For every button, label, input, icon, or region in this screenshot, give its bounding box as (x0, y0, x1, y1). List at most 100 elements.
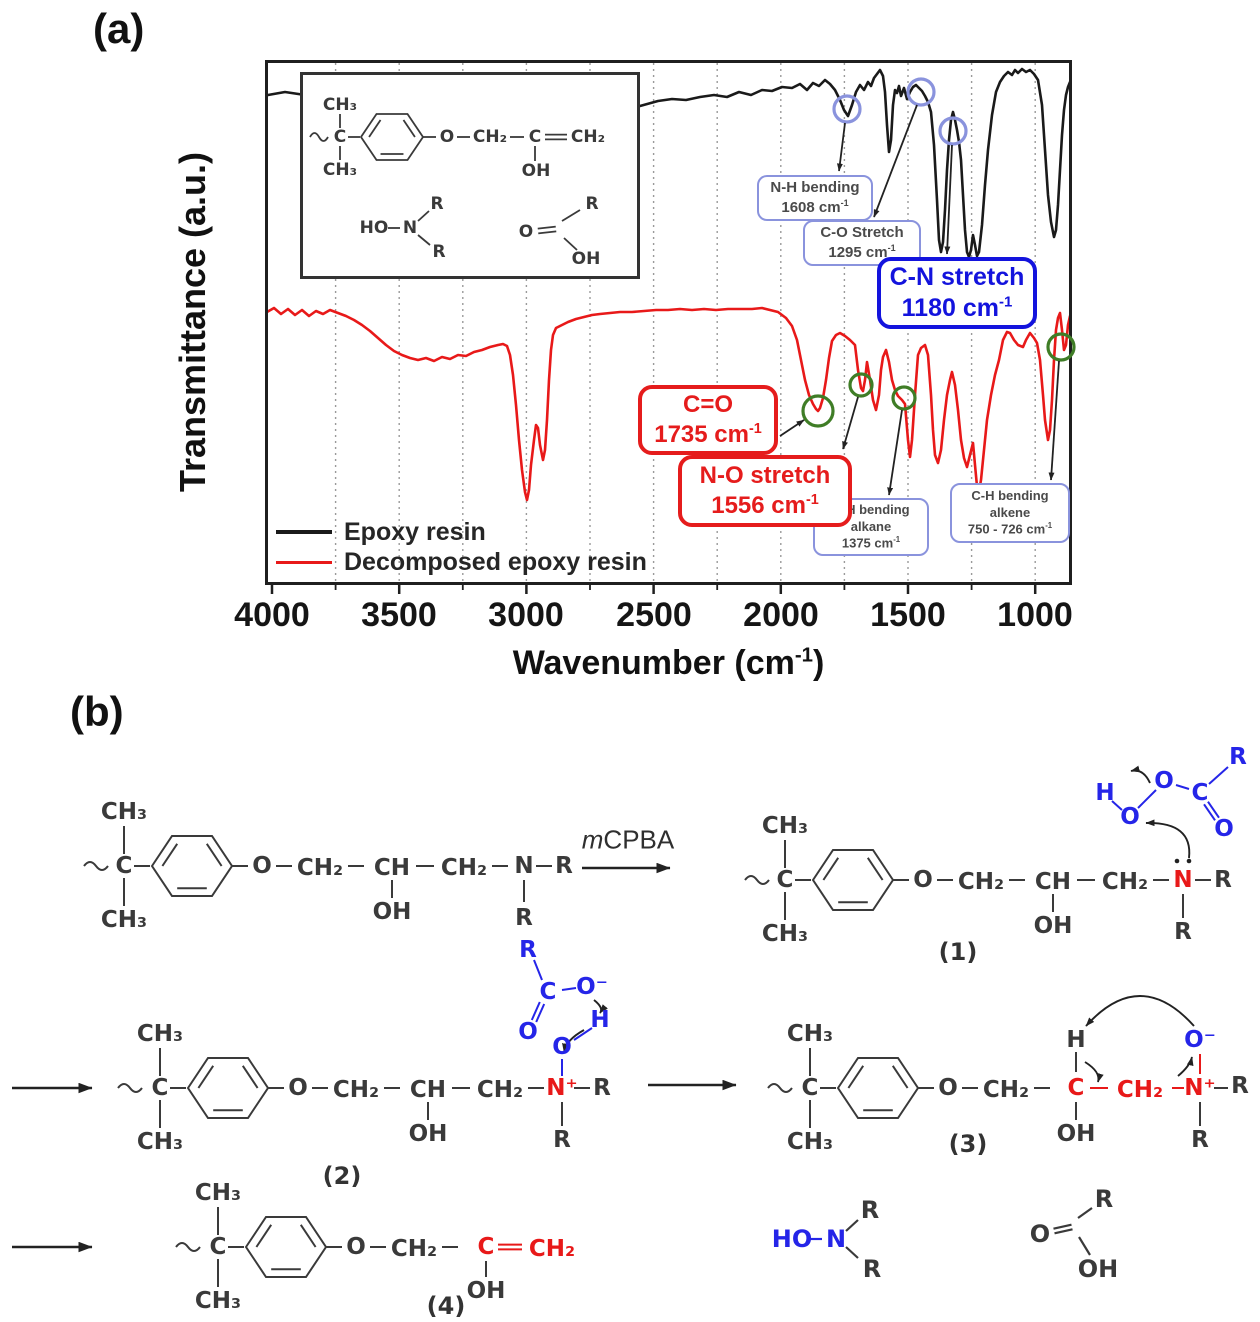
atom-label: CH₃ (787, 1129, 833, 1155)
atom-label: O (288, 1075, 308, 1101)
atom-label: CH₂ (297, 855, 343, 881)
electron-arrow (1177, 1056, 1194, 1077)
annotation-box-ch-bending-alkene: C-H bending alkene 750 - 726 cm-1 (950, 483, 1070, 543)
annotation-line: 1735 cm-1 (654, 421, 762, 448)
annotation-line: C=O (682, 391, 733, 418)
atom-label: R (553, 1127, 571, 1153)
atom-label: CH₂ (1102, 869, 1148, 895)
atom-label: CH (1035, 869, 1071, 895)
atom-label: O (1214, 816, 1234, 842)
atom-label: N (1173, 867, 1192, 893)
x-tick-2000: 2000 (743, 596, 819, 634)
atom-label: N (514, 853, 533, 879)
atom-label: CH₃ (101, 907, 147, 933)
x-tick-3000: 3000 (488, 596, 564, 634)
step-label-1: (1) (938, 938, 978, 966)
atom-label: HO (772, 1225, 813, 1253)
atom-label: CH₂ (477, 1077, 523, 1103)
legend-swatch-red-line (276, 560, 332, 564)
x-tick-2500: 2500 (616, 596, 692, 634)
legend: Epoxy resin Decomposed epoxy resin (276, 517, 647, 577)
atom-label: O (913, 867, 933, 893)
atom-label: CH₂ (1117, 1077, 1163, 1103)
x-tick-3500: 3500 (361, 596, 437, 634)
atom-label: R (593, 1075, 611, 1101)
legend-label: Decomposed epoxy resin (344, 547, 647, 576)
annotation-box-no-stretch: N-O stretch 1556 cm-1 (678, 455, 852, 527)
benzene-ring (244, 1216, 328, 1278)
polymer-squiggle (83, 861, 109, 871)
legend-swatch-black-line (276, 530, 332, 534)
lone-pair-dot (1174, 858, 1180, 864)
annotation-line: 1375 cm-1 (841, 534, 901, 551)
annotation-line: C-O Stretch (820, 224, 904, 242)
atom-label: O (518, 1019, 538, 1045)
annotation-box-nh-bending: N-H bending 1608 cm-1 (757, 175, 873, 221)
atom-label: OH (1078, 1255, 1119, 1283)
step-label-4: (4) (426, 1292, 466, 1320)
annotation-line: 1180 cm-1 (901, 293, 1013, 322)
atom-label: C (478, 1234, 495, 1260)
polymer-squiggle (117, 1083, 143, 1093)
x-tick-1000: 1000 (997, 596, 1073, 634)
atom-label: CH₃ (195, 1180, 241, 1206)
x-tick-1500: 1500 (870, 596, 946, 634)
annotation-box-cn-stretch: C-N stretch 1180 cm-1 (877, 257, 1037, 329)
atom-label: CH₂ (958, 869, 1004, 895)
atom-label: C (116, 853, 133, 879)
electron-arrow (562, 1029, 585, 1053)
plot-frame (265, 60, 1072, 585)
atom-label: R (1229, 744, 1247, 770)
atom-label: R (863, 1255, 881, 1283)
atom-label: C (152, 1075, 169, 1101)
molecule: C CH₃ CH₃ O CH₂ C CH₂ OH (175, 1180, 575, 1314)
atom-label: C (1192, 780, 1209, 806)
atom-label: CH (410, 1077, 446, 1103)
annotation-line: N-H bending (770, 179, 860, 197)
atom-label: R (1231, 1073, 1249, 1099)
step-label-3: (3) (948, 1130, 988, 1158)
atom-label: CH₃ (195, 1288, 241, 1314)
atom-label: C (540, 979, 557, 1005)
atom-label: C (210, 1234, 227, 1260)
atom-label: N⁺ (1184, 1075, 1215, 1101)
atom-label: CH₃ (762, 813, 808, 839)
step-label-2: (2) (322, 1162, 362, 1190)
legend-label: Epoxy resin (344, 517, 486, 546)
polymer-squiggle (175, 1242, 201, 1252)
molecule: C CH₃ CH₃ O CH₂ CH OH CH₂ N RR (83, 799, 573, 933)
atom-label: CH₃ (101, 799, 147, 825)
annotation-line: C-N stretch (889, 262, 1025, 291)
atom-label: O (1120, 804, 1140, 830)
atom-label: H (1066, 1027, 1085, 1053)
annotation-box-ch-bending-alkane: C-H bending alkane 1375 cm-1 (813, 498, 929, 556)
reagent-label-mcpba: mCPBA (581, 824, 675, 855)
atom-label: O (1030, 1220, 1050, 1248)
atom-label: C (777, 867, 794, 893)
panel-a-label: (a) (93, 5, 145, 52)
atom-label: CH₂ (333, 1077, 379, 1103)
atom-label: O⁻ (576, 974, 608, 1000)
benzene-ring (186, 1057, 270, 1119)
atom-label: CH₂ (391, 1236, 437, 1262)
legend-item-epoxy: Epoxy resin (276, 517, 647, 547)
atom-label: R (519, 937, 537, 963)
annotation-line: alkane (850, 518, 892, 534)
inset-structure-box (300, 72, 640, 279)
annotation-box-c-double-o: C=O 1735 cm-1 (638, 385, 778, 455)
benzene-ring (150, 835, 234, 897)
atom-label: R (515, 905, 533, 931)
electron-arrow (593, 999, 608, 1014)
atom-label: R (861, 1196, 879, 1224)
atom-label: CH₃ (137, 1129, 183, 1155)
atom-label: CH (374, 855, 410, 881)
atom-label: C (802, 1075, 819, 1101)
atom-label: R (1191, 1127, 1209, 1153)
y-axis-label: Transmittance (a.u.) (172, 151, 213, 493)
axis-ticks (270, 585, 1037, 594)
annotation-line: N-O stretch (699, 462, 831, 489)
